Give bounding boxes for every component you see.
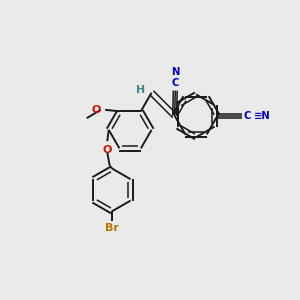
Text: C: C — [243, 111, 251, 121]
Text: O: O — [92, 105, 101, 115]
Text: N: N — [171, 67, 179, 77]
Text: C: C — [172, 78, 179, 88]
Text: O: O — [103, 145, 112, 155]
Text: H: H — [136, 85, 145, 95]
Text: ≡N: ≡N — [254, 111, 271, 121]
Text: Br: Br — [105, 223, 119, 232]
